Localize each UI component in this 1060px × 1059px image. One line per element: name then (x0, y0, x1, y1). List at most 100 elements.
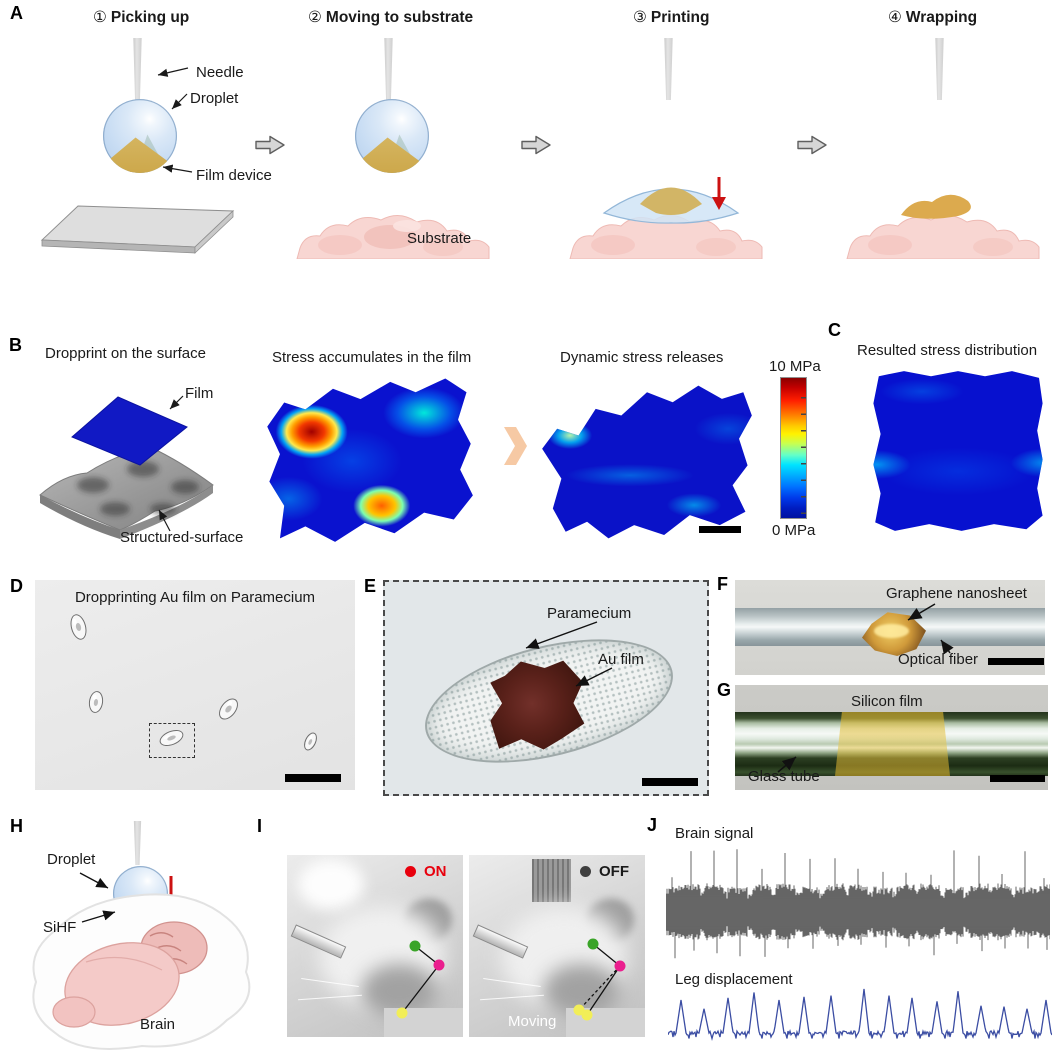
scale-bar-f (988, 658, 1044, 665)
step2-title: ② Moving to substrate (308, 8, 473, 27)
pointer-arrows-panel-f (907, 603, 954, 655)
micrograph-paramecium-zoom (383, 580, 709, 796)
scale-bar-d (285, 774, 341, 782)
step1-title: ① Picking up (93, 8, 189, 27)
pointer-arrows-panel-b (158, 395, 184, 532)
needle-label: Needle (196, 64, 244, 81)
film-device-shape (359, 137, 422, 173)
stress-map-released (542, 385, 752, 539)
paramecium-cell (301, 730, 320, 753)
brain-signal-label: Brain signal (675, 825, 754, 842)
silicon-film-label: Silicon film (851, 693, 923, 710)
droplet-label-h: Droplet (47, 851, 96, 868)
leg-displacement-label: Leg displacement (675, 971, 793, 988)
scale-bar-g (990, 775, 1045, 782)
step2-number: ② (308, 9, 322, 26)
zoom-region-box (149, 723, 195, 758)
needle-illustration-step2 (384, 38, 393, 102)
au-film-label: Au film (598, 651, 644, 668)
platform-shape (565, 1007, 645, 1037)
needle-illustration-h (133, 821, 142, 865)
structured-surface-label: Structured-surface (120, 529, 244, 546)
brain-label: Brain (140, 1016, 176, 1033)
droplet-illustration-step1 (103, 99, 177, 173)
caption-dropprint-surface: Dropprint on the surface (45, 345, 206, 362)
sihf-label: SiHF (43, 919, 77, 936)
step3-number: ③ (633, 9, 647, 26)
step3-title-text: Printing (650, 9, 710, 26)
chevron-right-icon (504, 427, 527, 465)
moving-label: Moving (508, 1013, 557, 1030)
substrate-illustration-step2 (296, 215, 490, 259)
needle-illustration-step4 (935, 38, 944, 100)
pointer-arrows-panel-h (79, 872, 116, 923)
step4-title: ④ Wrapping (888, 8, 977, 27)
paramecium-label: Paramecium (547, 605, 632, 622)
caption-dynamic-stress: Dynamic stress releases (560, 349, 724, 366)
step4-number: ④ (888, 9, 902, 26)
caption-resulted-stress: Resulted stress distribution (857, 342, 1038, 359)
stress-map-resulted (873, 371, 1043, 531)
stimulation-off-dot (580, 866, 591, 877)
panel-label-h: H (10, 816, 23, 836)
panel-label-b: B (9, 335, 22, 355)
press-down-red-arrow-icon (712, 177, 726, 210)
graphene-shine (873, 623, 909, 638)
panel-label-g: G (717, 680, 732, 700)
wrapped-film-illustration (901, 194, 971, 219)
photo-optical-fiber (735, 580, 1045, 675)
pointer-arrow-panel-g (777, 756, 797, 773)
colorbar-ticks (801, 382, 806, 514)
step1-number: ① (93, 9, 107, 26)
paramecium-cell (87, 690, 105, 714)
micrograph-paramecia: Dropprinting Au film on Paramecium (35, 580, 355, 790)
pointer-arrows-panel-a (157, 67, 193, 173)
colorbar-max-label: 10 MPa (769, 358, 821, 375)
stress-colorbar (780, 377, 807, 519)
brain-trace-path (666, 849, 1050, 959)
photo-highlight (297, 858, 365, 910)
film-label: Film (185, 385, 214, 402)
silicon-film-shape (835, 712, 950, 776)
step4-title-text: Wrapping (905, 9, 978, 26)
panel-label-j: J (647, 815, 658, 835)
stimulation-on-label: ON (424, 863, 447, 880)
scale-bar-b (699, 526, 741, 533)
stimulation-off-label: OFF (599, 863, 629, 880)
leg-trace-path (668, 988, 1052, 1041)
pointer-arrows-panel-e (525, 621, 613, 687)
caption-stress-accumulates: Stress accumulates in the film (272, 349, 472, 366)
panel-label-a: A (10, 3, 23, 23)
paramecium-cell (215, 694, 242, 724)
panel-label-c: C (828, 320, 841, 340)
step1-title-text: Picking up (110, 9, 190, 26)
optical-fiber-label: Optical fiber (898, 651, 979, 668)
film-device-label: Film device (196, 167, 272, 184)
substrate-label: Substrate (407, 230, 472, 247)
printed-droplet-illustration (602, 187, 740, 224)
substrate-illustration-step4 (846, 215, 1040, 259)
graphene-nanosheet-label: Graphene nanosheet (886, 585, 1027, 602)
mouse-brain-illustration (32, 893, 251, 1050)
platform-shape (383, 1007, 463, 1037)
droplet-label: Droplet (190, 90, 239, 107)
paramecium-cell (67, 612, 90, 642)
scale-bar-e (642, 778, 698, 786)
step3-title: ③ Printing (633, 8, 709, 27)
photo-stimulation-on (287, 855, 463, 1037)
droplet-illustration-step2 (355, 99, 429, 173)
panel-label-f: F (717, 574, 728, 594)
head-implant-shape (532, 858, 572, 903)
step-arrow-icon-3 (797, 135, 827, 155)
leg-displacement-trace (668, 988, 1052, 1041)
panel-label-d: D (10, 576, 23, 596)
panel-label-i: I (257, 816, 263, 836)
stress-map-accumulated (267, 378, 473, 542)
step-arrow-icon-1 (255, 135, 285, 155)
plate-illustration (40, 205, 235, 254)
glass-tube-label: Glass tube (748, 768, 820, 785)
brain-signal-trace (666, 849, 1050, 959)
caption-dropprinting-au: Dropprinting Au film on Paramecium (74, 589, 316, 606)
needle-illustration-step3 (664, 38, 673, 100)
